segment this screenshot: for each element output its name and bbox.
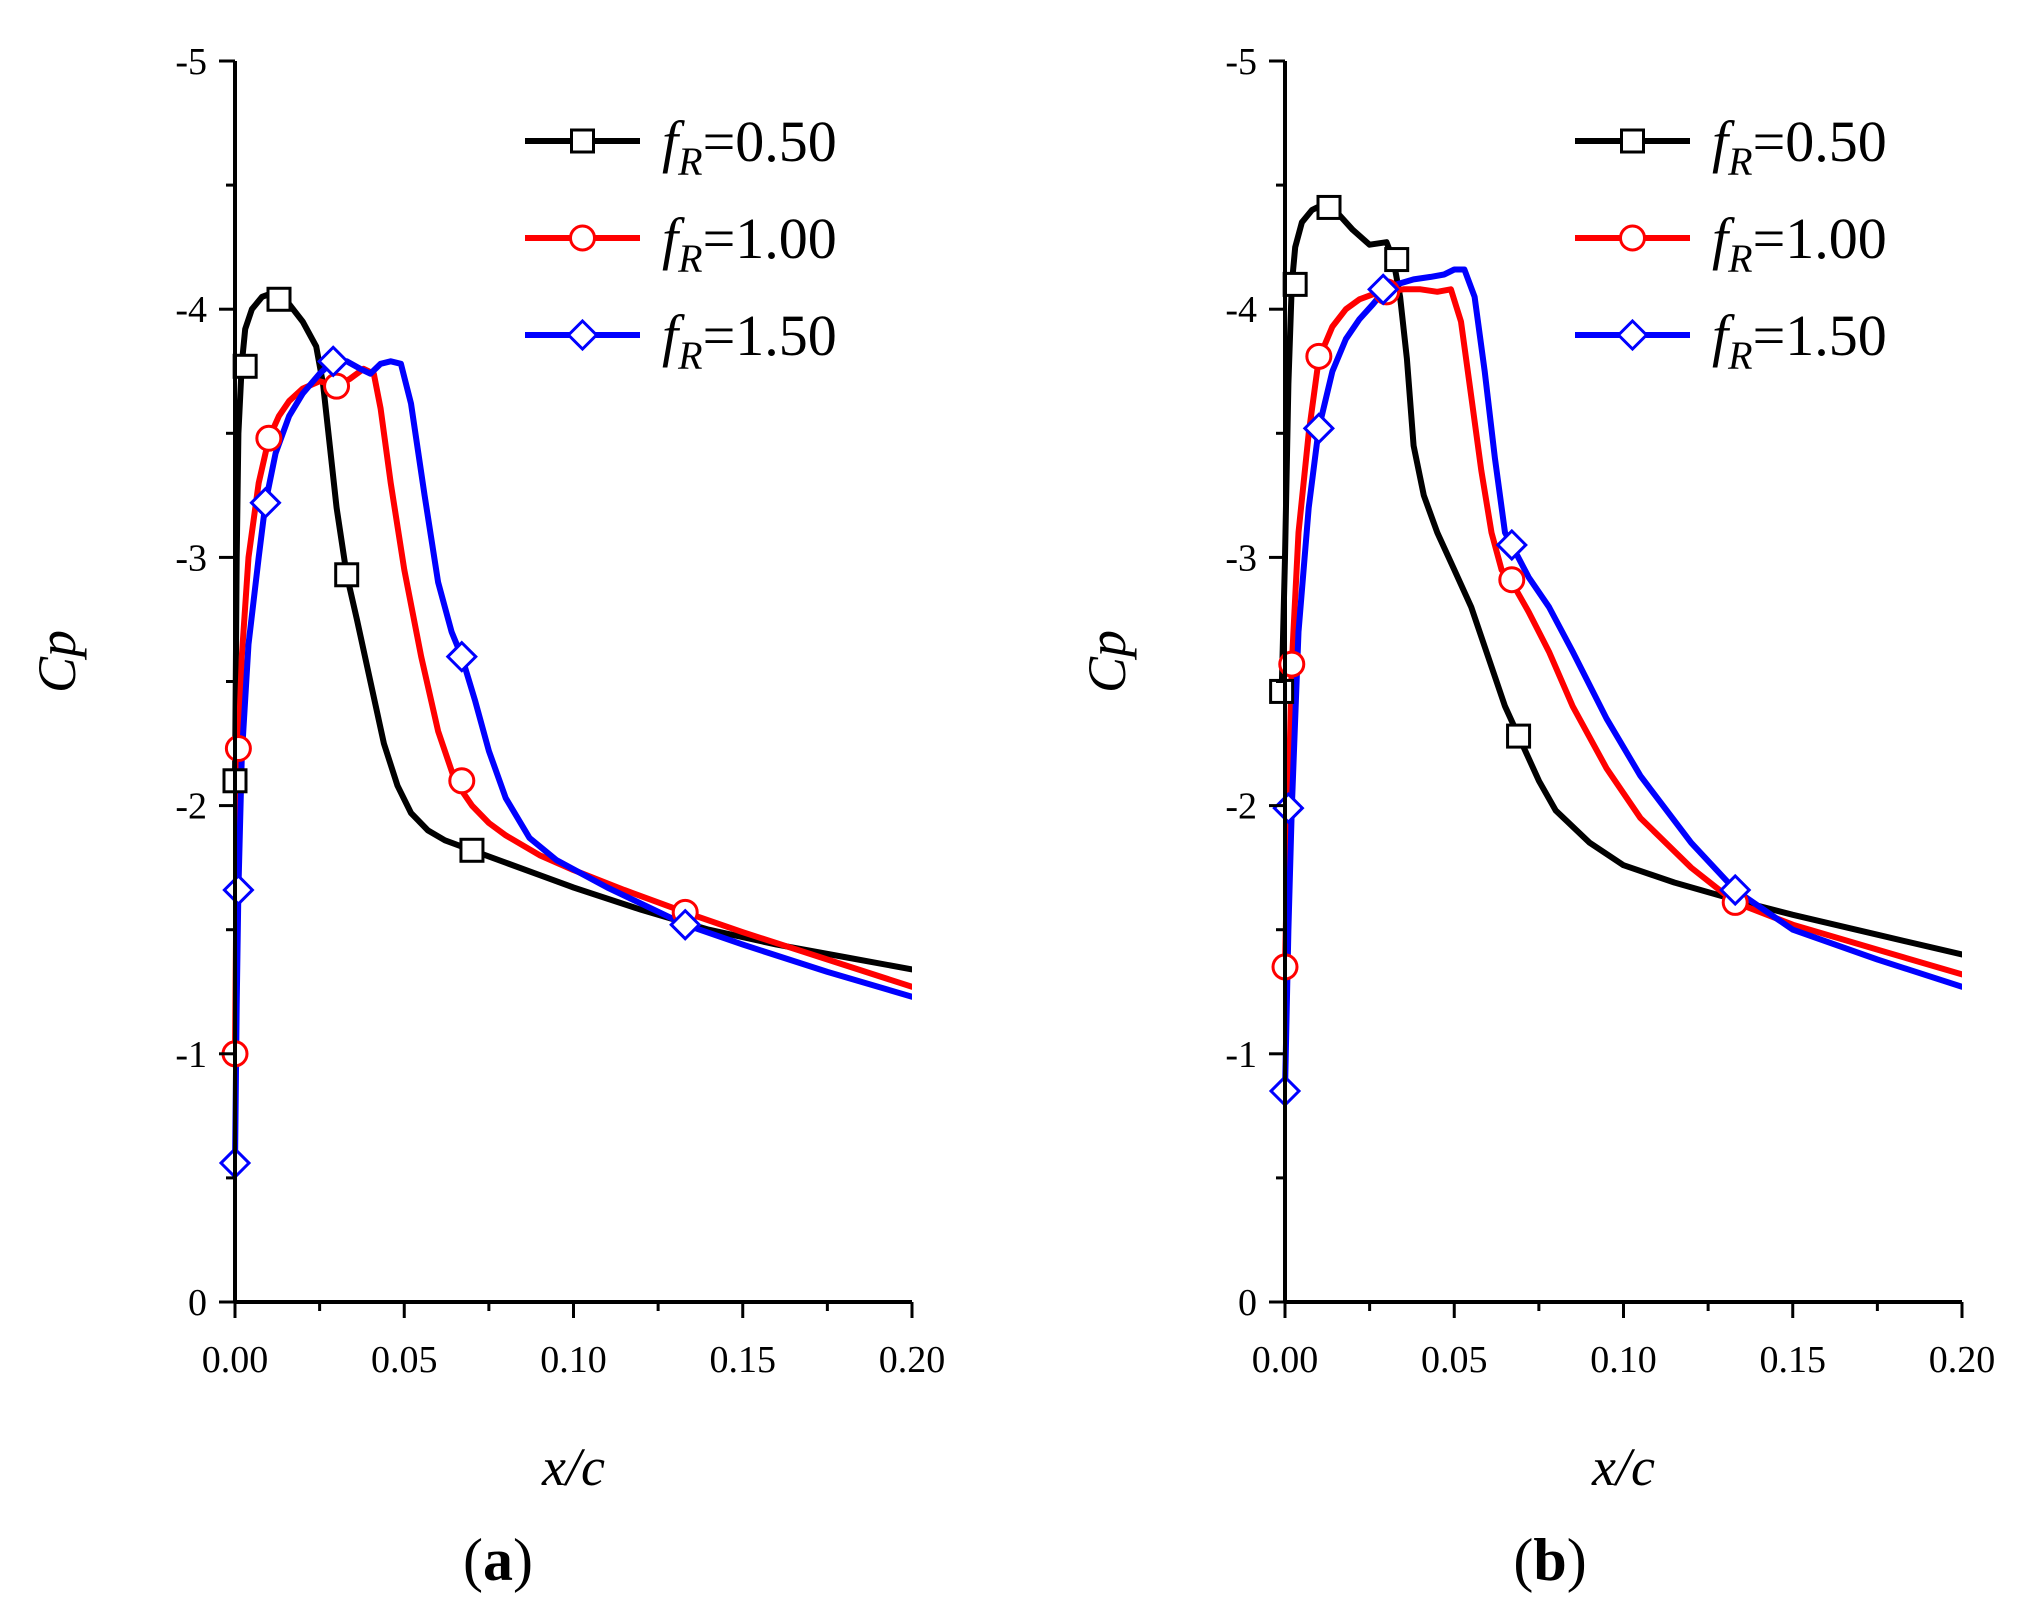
series-3-marker	[1495, 528, 1528, 562]
chart-panel-b: 0 -1 -2 -3 -4 -5 0.00 0.05 0.10 0.15 0.20 x/c Cp fR=0…	[1077, 41, 1995, 1593]
series-line-2	[232, 365, 912, 1057]
y-tick-label: -3	[1225, 537, 1257, 579]
x-tick-label: 0.15	[1760, 1339, 1827, 1381]
legend-label: fR=0.50	[1712, 109, 1887, 184]
series-3-marker	[1272, 791, 1305, 825]
series-1-marker	[459, 837, 485, 863]
y-tick-label: -2	[1225, 786, 1257, 828]
series-line-3	[232, 358, 912, 1169]
panel-label: (b)	[1513, 1527, 1586, 1593]
series-3-marker	[669, 908, 702, 941]
series-1-marker	[1384, 247, 1410, 273]
y-axis-label: Cp	[1077, 630, 1137, 693]
legend-item-2: fR=1.00	[525, 206, 837, 281]
panel-label: (a)	[463, 1527, 533, 1593]
series-2-marker	[1305, 342, 1333, 370]
legend-label: fR=1.00	[662, 206, 837, 281]
x-tick-label: 0.20	[1929, 1339, 1996, 1381]
legend-marker	[569, 224, 596, 252]
series-1-marker	[266, 286, 292, 312]
x-tick-label: 0.05	[1421, 1339, 1488, 1381]
y-tick-label: -5	[175, 41, 207, 83]
series-line-1	[232, 291, 912, 973]
x-tick-label: 0.05	[371, 1339, 438, 1381]
series-line-3	[1282, 266, 1962, 1094]
legend-item-1: fR=0.50	[1575, 109, 1887, 184]
x-tick-label: 0.00	[202, 1339, 269, 1381]
series-2-marker	[255, 424, 283, 452]
series-3-marker	[222, 873, 255, 907]
legend-marker	[1616, 318, 1649, 352]
legend-item-2: fR=1.00	[1575, 206, 1887, 281]
series-2-marker	[323, 372, 351, 400]
legend-label: fR=0.50	[662, 109, 837, 184]
y-tick-label: -2	[175, 786, 207, 828]
series-1-marker	[1282, 271, 1308, 297]
x-tick-label: 0.10	[1590, 1339, 1657, 1381]
legend-item-3: fR=1.50	[525, 303, 837, 378]
y-tick-label: 0	[188, 1282, 207, 1324]
legend-marker	[1620, 128, 1645, 154]
legend-item-3: fR=1.50	[1575, 303, 1887, 378]
series-line-2	[1282, 286, 1962, 978]
y-tick-label: -1	[175, 1034, 207, 1076]
x-tick-label: 0.10	[540, 1339, 607, 1381]
series-3-marker	[445, 640, 478, 673]
series-1-marker	[232, 353, 258, 379]
x-axis-label: x/c	[541, 1437, 605, 1497]
series-1-marker	[1506, 723, 1532, 749]
legend-marker	[1619, 224, 1646, 252]
series-1-marker	[1269, 678, 1295, 704]
series-3-marker	[249, 486, 282, 519]
series-1-marker	[334, 562, 360, 588]
x-tick-label: 0.00	[1252, 1339, 1319, 1381]
series-2-marker	[448, 767, 476, 795]
chart-panel-a: 0 -1 -2 -3 -4 -5 0.00 0.05 0.10 0.15 0.20 x/c Cp fR=0…	[27, 41, 945, 1593]
y-tick-label: -4	[175, 289, 207, 331]
series-3-marker	[1719, 873, 1752, 907]
y-tick-label: -1	[1225, 1034, 1257, 1076]
legend-label: fR=1.50	[662, 303, 837, 378]
series-2-marker	[1498, 566, 1526, 594]
series-3-marker	[1367, 273, 1400, 306]
y-axis-label: Cp	[27, 630, 87, 693]
y-tick-label: 0	[1238, 1282, 1257, 1324]
series-3-marker	[1302, 412, 1335, 445]
legend-label: fR=1.00	[1712, 206, 1887, 281]
series-line-1	[1278, 202, 1962, 958]
x-tick-label: 0.20	[879, 1339, 946, 1381]
series-2-marker	[224, 735, 252, 763]
y-tick-label: -5	[1225, 41, 1257, 83]
x-axis-label: x/c	[1591, 1437, 1655, 1497]
y-tick-label: -4	[1225, 289, 1257, 331]
series-3-marker	[317, 345, 350, 378]
legend-marker	[570, 128, 595, 154]
y-tick-label: -3	[175, 537, 207, 579]
legend-label: fR=1.50	[1712, 303, 1887, 378]
legend-item-1: fR=0.50	[525, 109, 837, 184]
legend-marker	[566, 318, 599, 352]
series-1-marker	[1316, 194, 1342, 220]
x-tick-label: 0.15	[710, 1339, 777, 1381]
